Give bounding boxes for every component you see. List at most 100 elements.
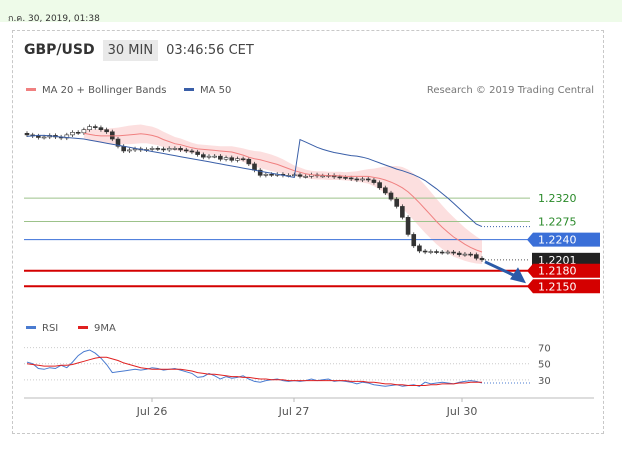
candle-body bbox=[229, 157, 235, 161]
candle-body bbox=[365, 178, 371, 181]
candle-body bbox=[115, 138, 121, 147]
rsi-panel: 70 50 30 bbox=[24, 344, 551, 387]
rsi-series-9ma bbox=[26, 356, 482, 386]
x-tick-label: Jul 30 bbox=[446, 405, 478, 418]
x-axis-ticks: Jul 26 Jul 27 Jul 30 bbox=[136, 398, 478, 418]
chart-header: GBP/USD 30 MIN 03:46:56 CET bbox=[24, 38, 254, 62]
candle-body bbox=[428, 251, 434, 253]
candle-body bbox=[411, 234, 417, 247]
candle-body bbox=[445, 251, 451, 254]
candle-body bbox=[422, 250, 428, 253]
candle-body bbox=[70, 131, 75, 136]
candle-body bbox=[263, 173, 269, 176]
pair-label: GBP/USD bbox=[24, 42, 95, 58]
candle-body bbox=[354, 178, 360, 181]
candle-body bbox=[456, 252, 462, 255]
candle-body bbox=[246, 158, 252, 165]
legend-label-ma20: MA 20 + Bollinger Bands bbox=[42, 85, 166, 96]
candle-body bbox=[371, 179, 377, 183]
rsi-tick-50: 50 bbox=[538, 360, 551, 371]
candle-body bbox=[189, 150, 195, 153]
credit-label: Research © 2019 Trading Central bbox=[427, 85, 594, 96]
legend-label-ma50: MA 50 bbox=[200, 85, 231, 96]
level-label-1-2275: 1.2275 bbox=[538, 215, 577, 228]
candle-body bbox=[417, 245, 422, 252]
candle-body bbox=[104, 129, 109, 133]
candle-body bbox=[155, 148, 161, 150]
legend-swatch-ma50 bbox=[184, 88, 194, 91]
candle-body bbox=[161, 148, 166, 151]
candle-body bbox=[388, 192, 394, 200]
candle-body bbox=[252, 163, 257, 171]
legend-swatch-rsi bbox=[26, 326, 36, 329]
clock-label: 03:46:56 CET bbox=[166, 42, 254, 58]
bollinger-band-area bbox=[83, 124, 483, 264]
candle-body bbox=[218, 155, 223, 160]
candle-body bbox=[462, 253, 468, 256]
rsi-series-rsi bbox=[26, 349, 483, 387]
projection-arrow-head bbox=[510, 267, 526, 284]
candle-body bbox=[87, 126, 92, 130]
ma50-line bbox=[26, 134, 483, 228]
candle-body bbox=[468, 253, 473, 256]
ma20-line bbox=[83, 132, 483, 253]
candle-body bbox=[405, 217, 411, 235]
bollinger-bands bbox=[83, 124, 483, 264]
chart-frame bbox=[12, 30, 604, 434]
candle-body bbox=[36, 135, 41, 138]
candle-body bbox=[149, 148, 155, 150]
candle-body bbox=[41, 136, 47, 139]
timeframe-button[interactable]: 30 MIN bbox=[102, 39, 159, 61]
projection-arrow-shaft bbox=[484, 260, 517, 278]
candle-body bbox=[474, 254, 479, 259]
candle-body bbox=[24, 133, 30, 136]
rsi-tick-30: 30 bbox=[538, 376, 551, 387]
level-tag-1-2240 bbox=[527, 232, 600, 247]
level-tag-1-2150 bbox=[527, 279, 600, 294]
candle-body bbox=[166, 148, 172, 151]
candle-body bbox=[178, 148, 183, 151]
candle-body bbox=[479, 257, 485, 261]
candle-body bbox=[269, 173, 274, 176]
date-bar: ก.ค. 30, 2019, 01:38 bbox=[0, 0, 622, 24]
level-label-1-2201: 1.2201 bbox=[538, 254, 577, 267]
candle-body bbox=[92, 126, 98, 128]
level-label-1-2320: 1.2320 bbox=[538, 192, 577, 205]
candle-body bbox=[212, 155, 217, 158]
legend-swatch-9ma bbox=[78, 326, 88, 329]
projection-arrow bbox=[484, 260, 526, 284]
candle-body bbox=[201, 154, 206, 158]
candle-body bbox=[297, 174, 303, 177]
candle-body bbox=[360, 178, 365, 181]
candle-body bbox=[98, 127, 104, 130]
candle-body bbox=[400, 206, 405, 218]
candle-body bbox=[223, 157, 229, 160]
candle-body bbox=[206, 155, 212, 158]
candle-body bbox=[81, 129, 87, 134]
candle-body bbox=[348, 177, 354, 180]
level-label-1-2180: 1.2180 bbox=[538, 265, 577, 278]
candle-body bbox=[439, 251, 445, 254]
candle-body bbox=[451, 251, 456, 254]
candle-body bbox=[257, 169, 263, 176]
candle-body bbox=[172, 148, 178, 150]
candle-body bbox=[240, 158, 246, 161]
level-label-1-2150: 1.2150 bbox=[538, 280, 577, 293]
candle-body bbox=[434, 251, 439, 253]
candle-body bbox=[75, 131, 81, 134]
candle-body bbox=[383, 187, 388, 194]
x-tick-label: Jul 27 bbox=[278, 405, 310, 418]
rsi-tick-70: 70 bbox=[538, 344, 551, 355]
candle-body bbox=[377, 182, 382, 189]
candle-body bbox=[394, 198, 399, 207]
candle-body bbox=[303, 176, 308, 178]
candle-body bbox=[343, 177, 348, 179]
level-label-1-2240: 1.2240 bbox=[538, 234, 577, 247]
level-tag-1-2180 bbox=[527, 263, 600, 278]
candle-body bbox=[320, 175, 326, 178]
level-tag-1-2201 bbox=[532, 252, 600, 267]
datetime-label: ก.ค. 30, 2019, 01:38 bbox=[8, 14, 100, 24]
legend-swatch-ma20 bbox=[26, 88, 36, 91]
